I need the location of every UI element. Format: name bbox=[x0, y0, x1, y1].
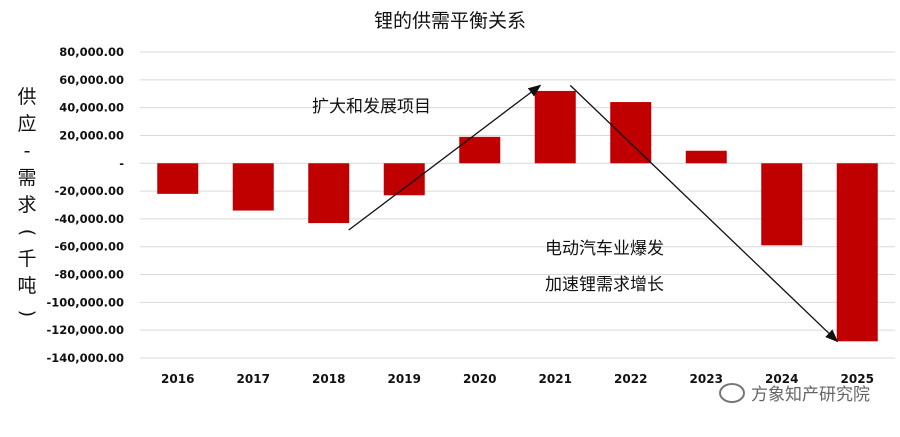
x-tick-label: 2016 bbox=[161, 372, 194, 386]
y-tick-label: -20,000.00 bbox=[54, 184, 124, 198]
y-axis-label-char: ) bbox=[16, 309, 39, 318]
bar bbox=[685, 150, 727, 164]
bar bbox=[761, 163, 803, 246]
y-axis-label-char: 千 bbox=[17, 248, 37, 270]
y-tick-label: - bbox=[119, 156, 124, 170]
y-tick-label: -140,000.00 bbox=[46, 351, 124, 365]
bar bbox=[157, 163, 199, 194]
y-axis-label-char: 应 bbox=[17, 113, 37, 135]
x-tick-label: 2021 bbox=[539, 372, 572, 386]
y-tick-label: 20,000.00 bbox=[59, 128, 124, 142]
y-axis-label-char: 求 bbox=[17, 194, 37, 216]
trend-arrow-up bbox=[348, 84, 542, 231]
y-axis-label: 供 应 - 需 求 ( 千 吨 ) bbox=[14, 84, 40, 327]
annotation-demand-growth: 加速锂需求增长 bbox=[545, 275, 664, 295]
watermark-text: 方象知产研究院 bbox=[751, 385, 870, 405]
wechat-logo-icon bbox=[719, 382, 745, 403]
bar bbox=[610, 102, 652, 164]
y-tick-label: -40,000.00 bbox=[54, 212, 124, 226]
y-tick-label: 60,000.00 bbox=[59, 73, 124, 87]
x-tick-label: 2019 bbox=[388, 372, 421, 386]
bar bbox=[232, 163, 274, 211]
y-tick-label: 80,000.00 bbox=[59, 45, 124, 59]
y-tick-label: 40,000.00 bbox=[59, 101, 124, 115]
x-tick-label: 2017 bbox=[237, 372, 270, 386]
trend-arrow-down bbox=[569, 84, 839, 343]
y-tick-label: -60,000.00 bbox=[54, 240, 124, 254]
y-axis-label-char: ( bbox=[16, 228, 39, 237]
bar bbox=[534, 90, 576, 164]
bar bbox=[459, 136, 501, 164]
chart-title: 锂的供需平衡关系 bbox=[373, 10, 526, 32]
y-axis-label-char: 供 bbox=[17, 86, 37, 108]
y-tick-label: -120,000.00 bbox=[46, 323, 124, 337]
y-axis-label-char: 需 bbox=[17, 167, 37, 189]
x-tick-label: 2025 bbox=[841, 372, 874, 386]
bar bbox=[308, 163, 350, 224]
bar bbox=[836, 163, 878, 342]
x-tick-label: 2018 bbox=[312, 372, 345, 386]
x-tick-label: 2020 bbox=[463, 372, 496, 386]
x-tick-label: 2022 bbox=[614, 372, 647, 386]
y-axis-label-char: 吨 bbox=[17, 275, 37, 297]
y-tick-label: -100,000.00 bbox=[46, 295, 124, 309]
annotation-ev-boom: 电动汽车业爆发 bbox=[545, 239, 664, 259]
annotation-expand-projects: 扩大和发展项目 bbox=[312, 97, 431, 117]
watermark: 方象知产研究院 bbox=[719, 380, 870, 405]
y-axis-label-char: - bbox=[23, 140, 31, 162]
bar bbox=[383, 163, 425, 196]
x-tick-label: 2024 bbox=[765, 372, 798, 386]
y-tick-label: -80,000.00 bbox=[54, 268, 124, 282]
x-tick-label: 2023 bbox=[690, 372, 723, 386]
